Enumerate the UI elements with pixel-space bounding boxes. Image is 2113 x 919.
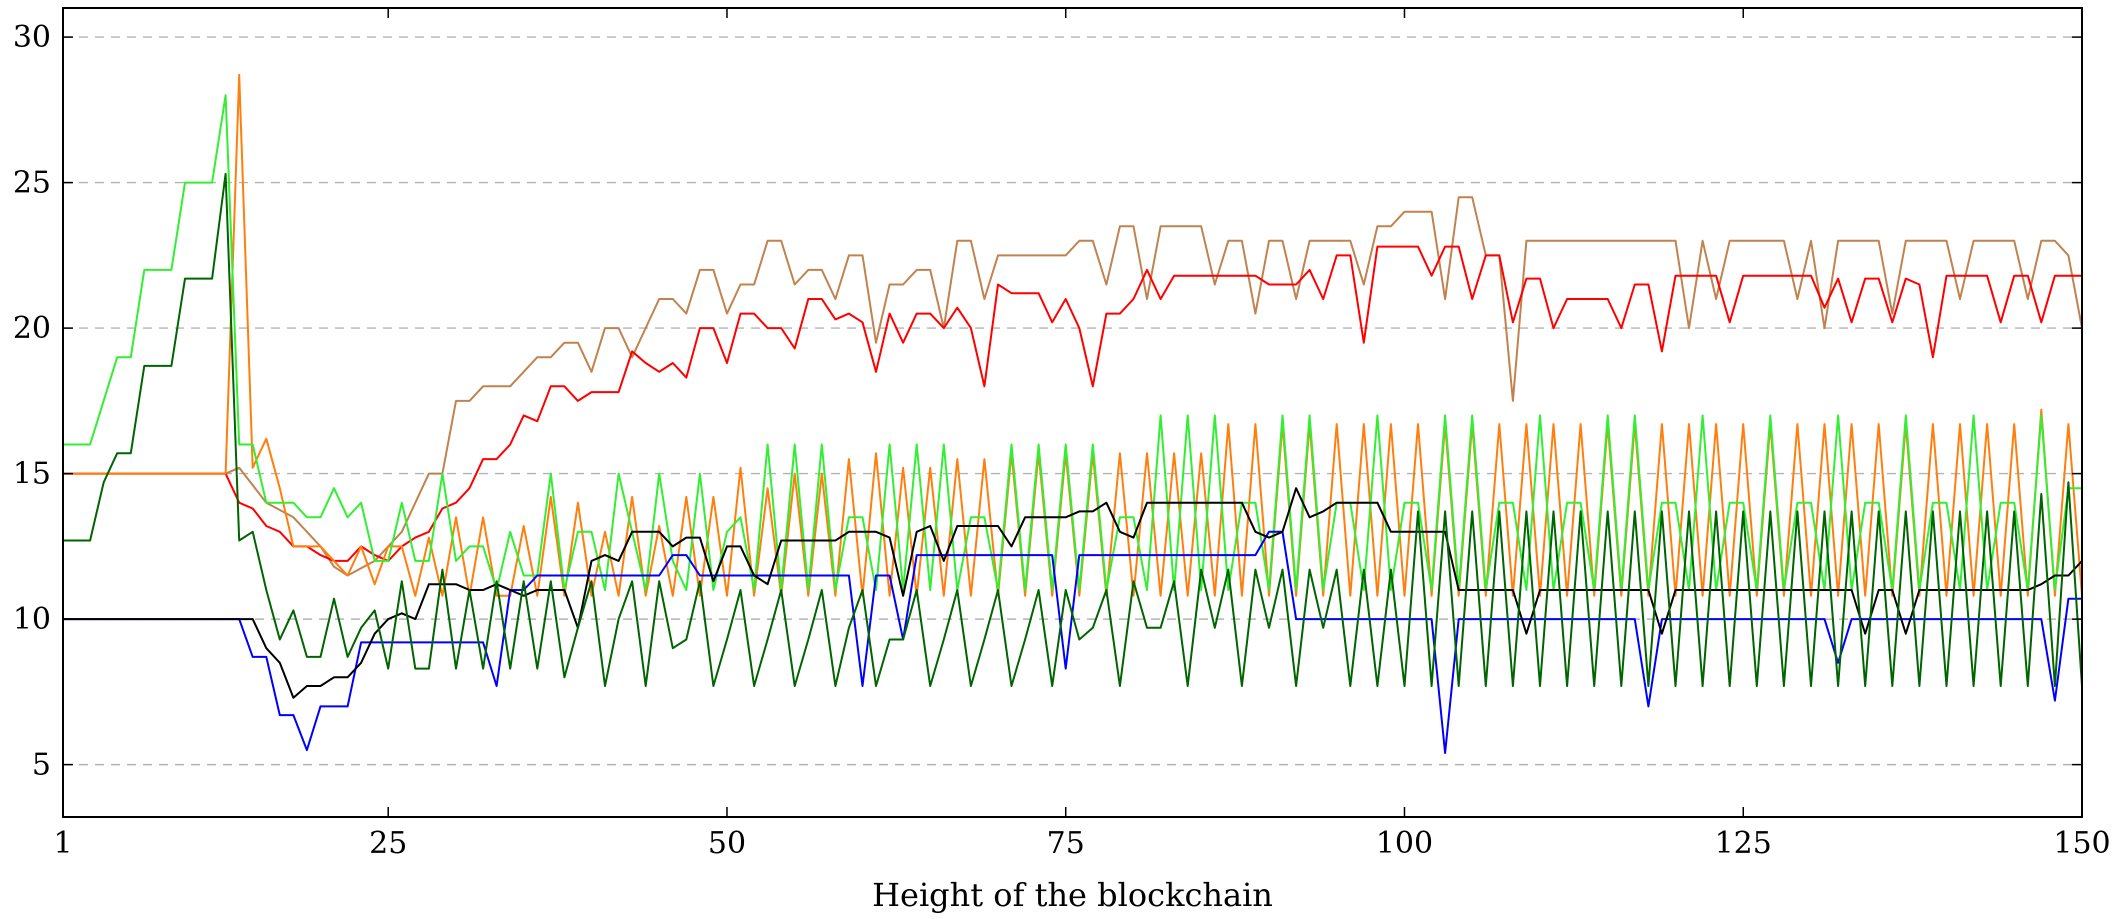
- y-tick-label: 20: [13, 311, 51, 346]
- x-tick-label: 150: [2053, 826, 2110, 861]
- x-tick-labels: 1 25 50 75 100 125 150: [53, 826, 2110, 861]
- y-tick-labels: 5 10 15 20 25 30: [13, 20, 51, 783]
- x-tick-label: 25: [369, 826, 407, 861]
- series-line-2: [63, 245, 2082, 562]
- tick-marks: [62, 8, 2083, 817]
- series-line-6: [63, 487, 2083, 699]
- x-tick-label: 100: [1376, 826, 1433, 861]
- x-tick-label: 50: [708, 826, 746, 861]
- y-tick-label: 30: [13, 20, 51, 55]
- series-line-4: [63, 94, 2082, 591]
- y-tick-label: 15: [13, 457, 51, 492]
- series-lines: [63, 73, 2083, 754]
- series-line-7: [63, 172, 2083, 687]
- y-tick-label: 5: [32, 748, 51, 783]
- y-tick-label: 10: [13, 602, 51, 637]
- y-tick-label: 25: [13, 166, 51, 201]
- series-line-5: [63, 530, 2082, 754]
- x-axis-title: Height of the blockchain: [872, 876, 1273, 914]
- plot-frame: [62, 7, 2083, 818]
- x-tick-label: 1: [53, 826, 72, 861]
- x-tick-label: 75: [1047, 826, 1085, 861]
- gridlines: [63, 36, 2082, 766]
- x-tick-label: 125: [1715, 826, 1772, 861]
- series-line-1: [63, 196, 2083, 577]
